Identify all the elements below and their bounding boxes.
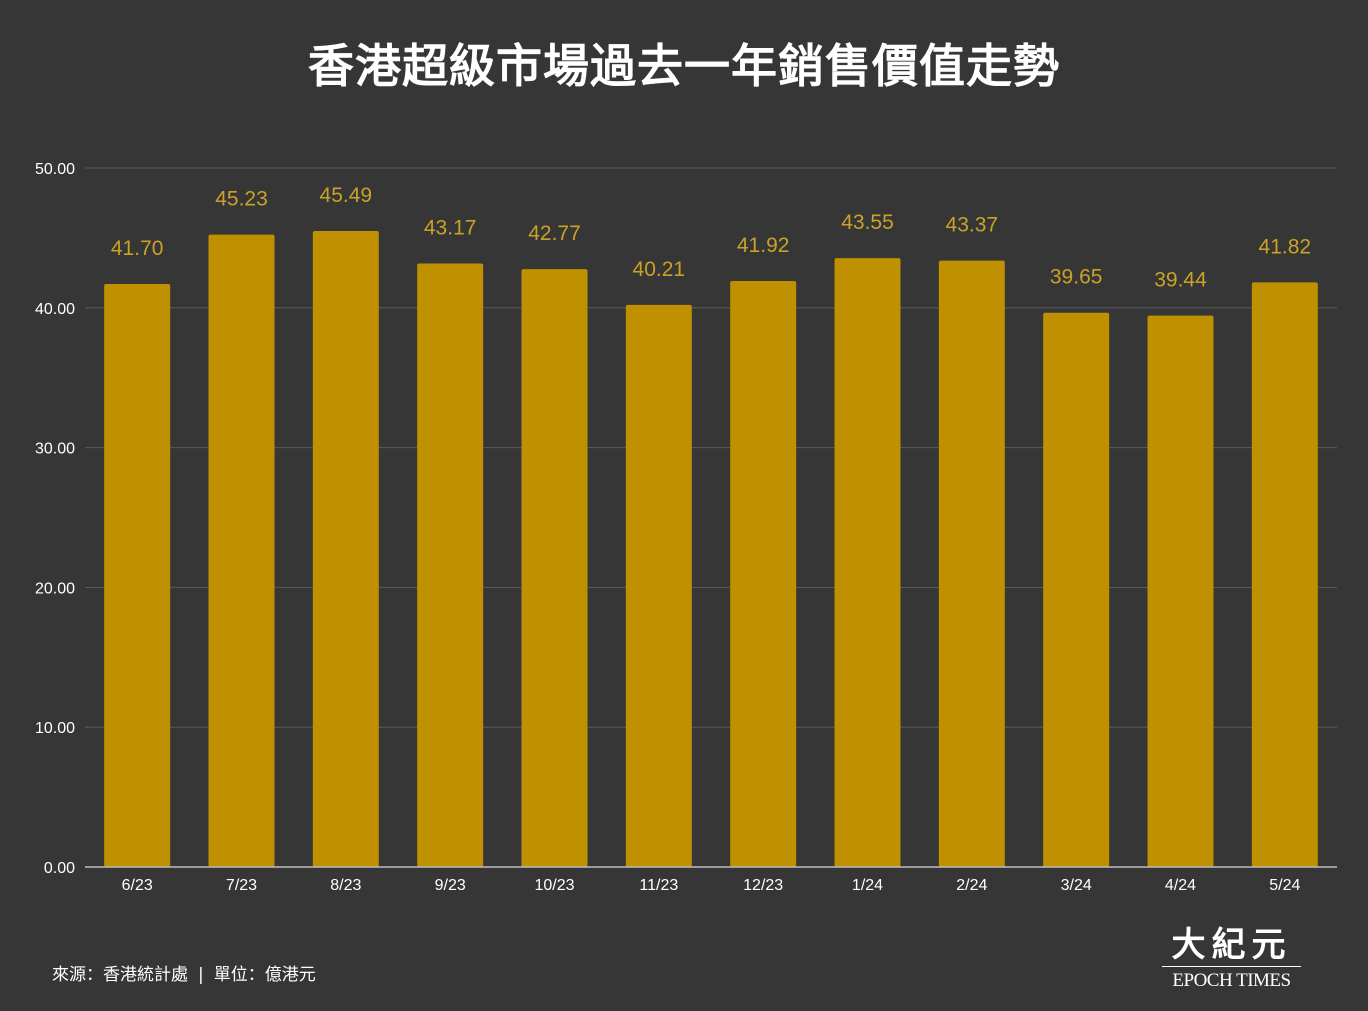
bar [625,304,692,867]
bar [104,284,171,867]
y-tick-label: 0.00 [44,860,75,877]
y-tick-label: 10.00 [35,720,75,737]
x-axis-ticks: 6/23 7/23 8/23 9/23 10/23 11/23 12/23 1/24 2/24 3… [122,877,1301,894]
data-label: 43.17 [424,216,477,239]
logo-chinese: 大紀元 [1171,925,1292,965]
bars [104,231,1318,868]
x-tick-label: 12/23 [743,877,783,894]
y-tick-label: 50.00 [35,161,75,178]
data-label: 42.77 [528,222,581,245]
x-tick-label: 7/23 [226,877,257,894]
bar [938,260,1005,868]
bar [1147,315,1214,868]
x-tick-label: 8/23 [330,877,361,894]
bar [208,234,275,868]
footer-separator: | [198,965,204,985]
bar [312,231,379,867]
source-text: 來源：香港統計處 [52,965,188,985]
value-labels: 41.70 45.23 45.49 43.17 42.77 40.21 41.92 43.55… [111,184,1311,292]
y-tick-label: 20.00 [35,580,75,597]
x-tick-label: 4/24 [1165,877,1196,894]
logo-english: EPOCH TIMES [1172,970,1291,991]
data-label: 41.82 [1259,235,1312,258]
data-label: 45.23 [215,188,268,211]
chart-title: 香港超級市場過去一年銷售價值走勢 [308,39,1060,93]
x-tick-label: 11/23 [639,877,678,894]
x-tick-label: 5/24 [1269,877,1300,894]
data-label: 40.21 [633,258,686,281]
x-tick-label: 1/24 [852,877,883,894]
bar [730,280,797,868]
data-label: 43.55 [841,211,894,234]
bar [834,258,901,867]
x-tick-label: 9/23 [435,877,466,894]
bar [1251,282,1318,867]
data-label: 43.37 [946,214,999,237]
data-label: 39.65 [1050,266,1103,289]
footer: 來源：香港統計處 | 單位：億港元 [52,960,316,985]
bar [521,269,588,867]
unit-text: 單位：億港元 [213,965,316,985]
logo-divider [1162,966,1301,967]
x-tick-label: 3/24 [1061,877,1092,894]
x-tick-label: 2/24 [956,877,987,894]
epoch-times-logo: 大紀元 EPOCH TIMES [1160,926,1303,996]
y-tick-label: 30.00 [35,441,75,458]
gridlines [85,167,1337,728]
data-label: 41.92 [737,234,790,257]
data-label: 41.70 [111,237,164,260]
x-tick-label: 10/23 [534,877,574,894]
y-tick-label: 40.00 [35,301,75,318]
data-label: 45.49 [320,184,373,207]
bar [417,263,484,867]
bar [1043,312,1110,867]
data-label: 39.44 [1154,269,1207,292]
x-tick-label: 6/23 [122,877,153,894]
y-axis-ticks: 0.00 10.00 20.00 30.00 40.00 50.00 [35,161,75,877]
